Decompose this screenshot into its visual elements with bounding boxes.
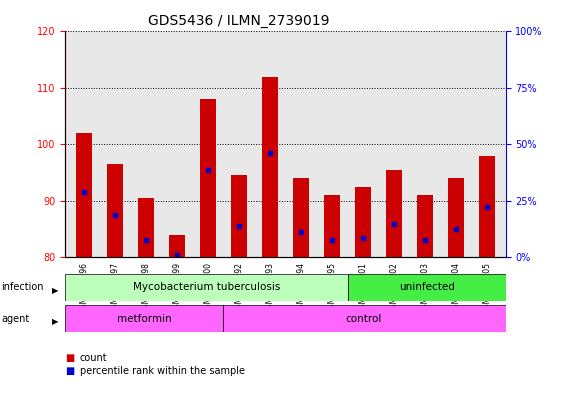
Bar — [223, 305, 506, 332]
Bar — [76, 133, 91, 257]
Text: GDS5436 / ILMN_2739019: GDS5436 / ILMN_2739019 — [148, 14, 329, 28]
Bar — [479, 156, 495, 257]
Bar — [324, 195, 340, 257]
Bar — [138, 198, 154, 257]
Bar — [293, 178, 308, 257]
Text: ■: ■ — [65, 353, 74, 364]
Text: Mycobacterium tuberculosis: Mycobacterium tuberculosis — [133, 282, 281, 292]
Text: control: control — [346, 314, 382, 324]
Bar — [200, 99, 216, 257]
Bar — [417, 195, 433, 257]
Bar — [348, 274, 506, 301]
Text: ▶: ▶ — [52, 317, 59, 326]
Bar — [262, 77, 278, 257]
Text: agent: agent — [1, 314, 30, 324]
Bar — [386, 170, 402, 257]
Text: uninfected: uninfected — [399, 282, 455, 292]
Text: count: count — [80, 353, 107, 364]
Text: ▶: ▶ — [52, 286, 59, 294]
Bar — [65, 274, 348, 301]
Text: metformin: metformin — [116, 314, 172, 324]
Bar — [355, 187, 371, 257]
Bar — [169, 235, 185, 257]
Text: infection: infection — [1, 282, 44, 292]
Bar — [107, 164, 123, 257]
Bar — [448, 178, 463, 257]
Text: percentile rank within the sample: percentile rank within the sample — [80, 366, 244, 376]
Bar — [231, 176, 247, 257]
Text: ■: ■ — [65, 366, 74, 376]
Bar — [65, 305, 223, 332]
